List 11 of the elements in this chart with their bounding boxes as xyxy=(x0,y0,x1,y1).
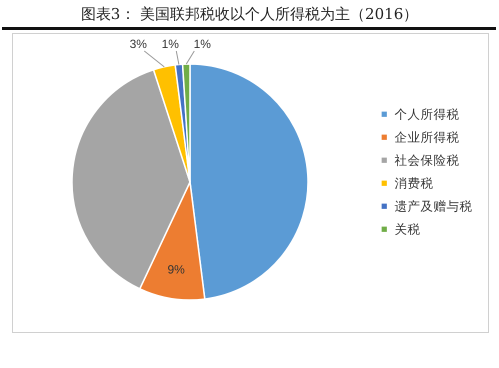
legend-label: 遗产及赠与税 xyxy=(394,198,472,214)
data-label: 1% xyxy=(194,37,212,51)
legend-label: 企业所得税 xyxy=(394,129,460,144)
data-label: 9% xyxy=(167,262,186,276)
legend-label: 消费税 xyxy=(394,175,434,190)
data-label: 3% xyxy=(130,37,148,51)
legend-label: 个人所得税 xyxy=(394,106,460,122)
chart-title: 图表3： 美国联邦税收以个人所得税为主（2016） xyxy=(80,5,418,23)
data-label: 1% xyxy=(162,37,180,51)
legend-label: 关税 xyxy=(394,221,420,236)
legend-label: 社会保险税 xyxy=(394,152,460,168)
